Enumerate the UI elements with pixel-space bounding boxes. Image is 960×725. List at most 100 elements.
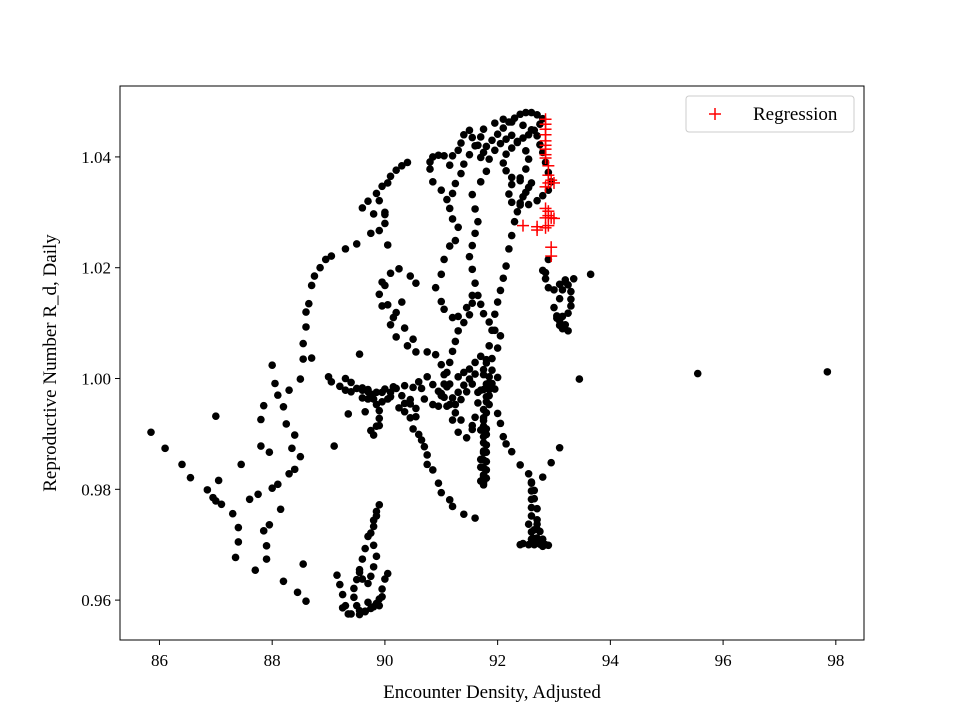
data-point (217, 500, 226, 509)
x-tick-label: 86 (151, 651, 168, 670)
data-point (420, 442, 429, 451)
data-point (412, 404, 420, 413)
data-point (553, 312, 561, 320)
x-tick-label: 88 (264, 651, 281, 670)
legend: Regression (685, 95, 855, 133)
data-point (409, 425, 417, 433)
data-point (499, 432, 508, 441)
data-point (496, 332, 505, 340)
data-point (403, 342, 412, 350)
data-point (451, 400, 460, 409)
data-point (364, 388, 372, 396)
data-point (259, 401, 268, 410)
data-point (465, 150, 474, 159)
data-point (228, 509, 237, 518)
data-point (358, 555, 367, 563)
data-point (378, 302, 386, 310)
data-point (203, 486, 212, 494)
data-point (527, 503, 536, 512)
data-point (372, 189, 381, 198)
data-point (406, 414, 415, 422)
data-point (505, 245, 513, 253)
data-point (465, 126, 474, 135)
data-point (451, 337, 460, 346)
data-point (502, 262, 510, 270)
data-point (445, 242, 454, 250)
data-point (476, 153, 485, 162)
y-tick-label: 0.96 (81, 591, 111, 610)
data-point (533, 196, 541, 205)
data-point (496, 419, 505, 428)
data-point (361, 407, 369, 416)
x-tick-label: 96 (715, 651, 732, 670)
data-point (369, 541, 378, 550)
data-point (502, 440, 510, 448)
data-point (386, 172, 395, 181)
data-point (516, 540, 524, 549)
data-point (524, 155, 533, 163)
x-tick-label: 98 (827, 651, 844, 670)
data-point (299, 560, 307, 568)
data-point (386, 392, 395, 401)
data-point (451, 236, 460, 245)
data-point (341, 245, 350, 253)
data-point (471, 358, 479, 367)
data-point (476, 300, 485, 309)
y-tick-label: 0.98 (81, 480, 111, 499)
data-point (555, 443, 564, 452)
data-point (443, 402, 451, 411)
data-point (392, 384, 400, 393)
data-point (471, 413, 479, 422)
data-point (507, 180, 516, 189)
data-point (465, 252, 474, 261)
data-point (519, 134, 527, 142)
data-point (355, 350, 364, 358)
data-point (440, 255, 448, 264)
data-point (541, 274, 550, 283)
data-point (271, 379, 279, 388)
data-point (550, 286, 558, 294)
data-point (538, 191, 547, 200)
data-point (299, 355, 307, 363)
data-point (265, 448, 274, 456)
data-point (457, 169, 465, 178)
data-point (479, 125, 488, 134)
regression-point (545, 250, 558, 263)
data-point (569, 274, 578, 283)
data-point (378, 585, 386, 593)
data-point (448, 152, 457, 160)
data-point (460, 130, 468, 139)
data-point (440, 305, 448, 314)
data-point (178, 460, 186, 469)
data-point (375, 196, 384, 205)
data-point (561, 278, 570, 286)
regression-point (545, 174, 558, 187)
data-point (479, 414, 488, 422)
data-point (381, 208, 389, 217)
data-point (502, 150, 510, 158)
data-point (440, 152, 448, 160)
data-point (426, 158, 434, 166)
data-point (493, 130, 502, 138)
data-point (214, 476, 223, 485)
data-point (431, 283, 440, 292)
data-point (476, 133, 485, 141)
data-point (445, 358, 454, 367)
data-point (392, 333, 400, 341)
data-point (212, 412, 220, 420)
data-point (488, 354, 496, 363)
data-point (454, 388, 462, 397)
data-point (268, 484, 276, 493)
data-point (462, 303, 471, 312)
data-point (451, 179, 460, 188)
data-point (482, 430, 491, 439)
data-point (381, 219, 389, 228)
regression-point (548, 212, 560, 225)
data-point (302, 323, 310, 331)
data-point (279, 402, 288, 411)
data-point (527, 125, 536, 134)
data-point (429, 466, 437, 474)
regression-point (517, 219, 529, 232)
data-point (417, 436, 426, 444)
